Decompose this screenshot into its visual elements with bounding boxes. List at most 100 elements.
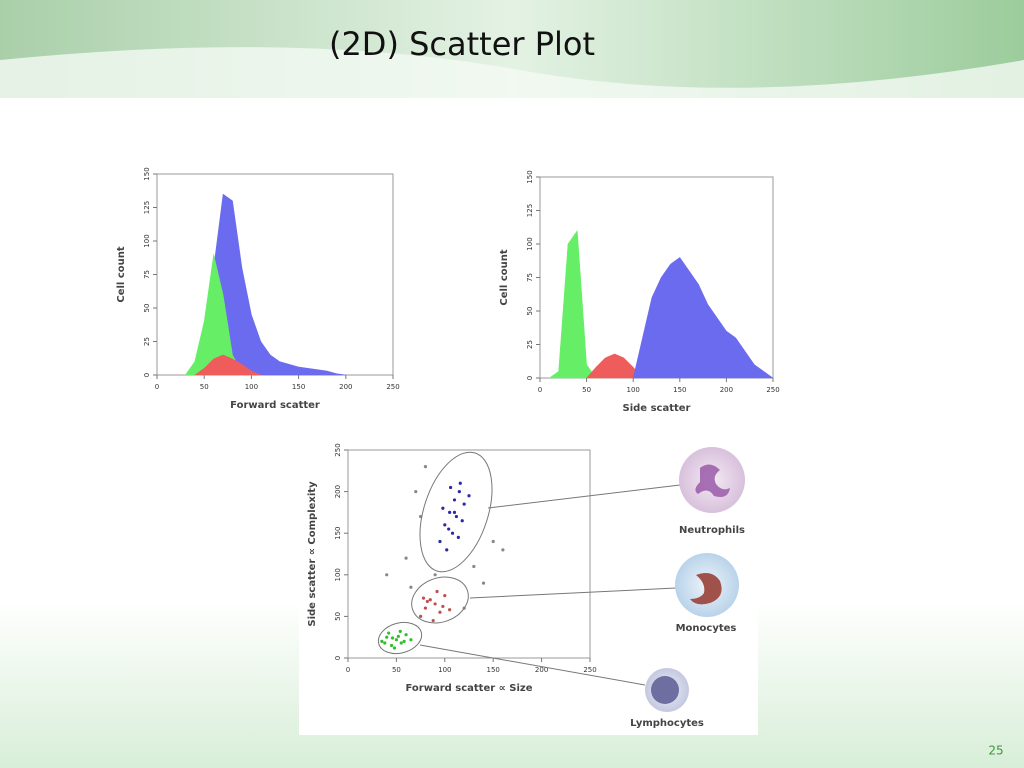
y-tick-label: 0 <box>334 656 342 660</box>
scatter-point <box>443 523 447 527</box>
cell-label: Neutrophils <box>679 525 745 536</box>
scatter-point <box>409 638 413 642</box>
x-tick-label: 150 <box>673 386 686 394</box>
gate <box>377 621 423 655</box>
scatter-point <box>438 610 442 614</box>
x-tick-label: 100 <box>245 383 258 391</box>
scatter-point <box>423 465 428 469</box>
scatter-point <box>433 602 437 606</box>
scatter-point <box>452 498 457 502</box>
y-axis-label: Cell count <box>116 246 127 302</box>
neutrophil-nucleus <box>695 464 730 497</box>
cell-images: Neutrophils Monocytes Lymphocytes <box>630 447 745 729</box>
scatter-point <box>423 606 428 610</box>
x-axis-label: Forward scatter ∝ Size <box>405 683 532 694</box>
scatter-point <box>449 485 453 490</box>
scatter-point <box>452 510 457 514</box>
header-wave <box>0 47 1024 98</box>
x-tick-label: 200 <box>535 666 548 674</box>
scatter-point <box>398 629 402 633</box>
scatter-point <box>392 646 397 650</box>
histogram-area <box>193 354 261 376</box>
scatter-point <box>409 585 413 589</box>
y-tick-label: 200 <box>334 485 342 498</box>
scatter-point <box>387 631 391 635</box>
scatter-point <box>419 614 423 619</box>
scatter-point <box>390 636 395 640</box>
scatter-point <box>383 641 387 645</box>
scatter-point <box>441 604 445 609</box>
y-tick-label: 100 <box>334 568 342 581</box>
y-tick-label: 75 <box>526 273 534 282</box>
histogram-area <box>632 257 774 379</box>
x-tick-label: 100 <box>438 666 451 674</box>
scatter-point <box>404 556 408 560</box>
scatter-point <box>396 634 400 638</box>
y-tick-label: 125 <box>526 204 534 217</box>
scatter-point <box>472 564 476 569</box>
x-tick-label: 250 <box>583 666 596 674</box>
scatter-point <box>385 573 389 577</box>
y-tick-label: 150 <box>526 170 534 183</box>
scatter-point <box>435 589 439 594</box>
scatter-point <box>481 581 486 585</box>
scatter-point <box>450 531 455 535</box>
scatter-point <box>404 633 408 637</box>
x-tick-label: 0 <box>538 386 542 394</box>
scatter-point <box>454 514 459 519</box>
scatter-point <box>448 608 452 612</box>
scatter-point <box>460 519 464 523</box>
y-tick-label: 100 <box>526 237 534 250</box>
y-tick-label: 75 <box>143 270 151 279</box>
y-tick-label: 150 <box>143 167 151 180</box>
scatter-point <box>425 599 429 604</box>
gate <box>419 451 493 573</box>
slide-title: (2D) Scatter Plot <box>329 25 595 63</box>
scatter-point <box>457 490 461 494</box>
scatter-point <box>399 641 403 645</box>
gates <box>377 451 681 686</box>
y-tick-label: 150 <box>334 527 342 540</box>
x-tick-label: 200 <box>339 383 352 391</box>
page-number: 25 <box>988 744 1003 758</box>
scatter-point <box>441 506 445 510</box>
chart: 0 50 100 150 200 250 0 25 50 75 100 125 150 Forward s… <box>116 167 400 411</box>
gate <box>411 576 469 624</box>
connector <box>487 484 681 509</box>
scatter-point <box>385 635 389 639</box>
scatter-point <box>394 638 398 642</box>
scatter-point <box>448 510 452 514</box>
y-axis-label: Cell count <box>499 249 510 305</box>
scatter-point <box>462 502 466 506</box>
y-tick-label: 250 <box>334 443 342 456</box>
x-tick-label: 0 <box>155 383 159 391</box>
scatter-point <box>433 573 437 577</box>
lymphocyte-nucleus <box>651 676 679 704</box>
scatter-point <box>431 618 435 623</box>
chart: 0 50 100 150 200 250 0 50 100 150 200 250 Forward sc… <box>307 443 597 694</box>
x-tick-label: 200 <box>720 386 733 394</box>
scatter-point <box>402 639 406 643</box>
x-tick-label: 250 <box>386 383 399 391</box>
y-tick-label: 25 <box>143 337 151 346</box>
scatter-point <box>443 594 447 598</box>
x-axis-label: Forward scatter <box>230 400 320 411</box>
scatter-point <box>447 527 451 531</box>
scatter-point <box>389 643 394 648</box>
scatter-point <box>467 494 471 498</box>
y-tick-label: 100 <box>143 234 151 247</box>
y-axis-label: Side scatter ∝ Complexity <box>307 481 318 627</box>
y-tick-label: 50 <box>526 307 534 316</box>
scatter-point <box>445 548 449 552</box>
x-tick-label: 100 <box>627 386 640 394</box>
scatter-point <box>380 639 384 643</box>
x-tick-label: 50 <box>392 666 401 674</box>
scatter-point <box>491 539 495 544</box>
monocyte-nucleus <box>690 573 722 605</box>
x-tick-label: 150 <box>487 666 500 674</box>
y-tick-label: 25 <box>526 340 534 349</box>
y-tick-label: 0 <box>143 373 151 377</box>
x-tick-label: 150 <box>292 383 305 391</box>
x-axis-label: Side scatter <box>623 403 691 414</box>
